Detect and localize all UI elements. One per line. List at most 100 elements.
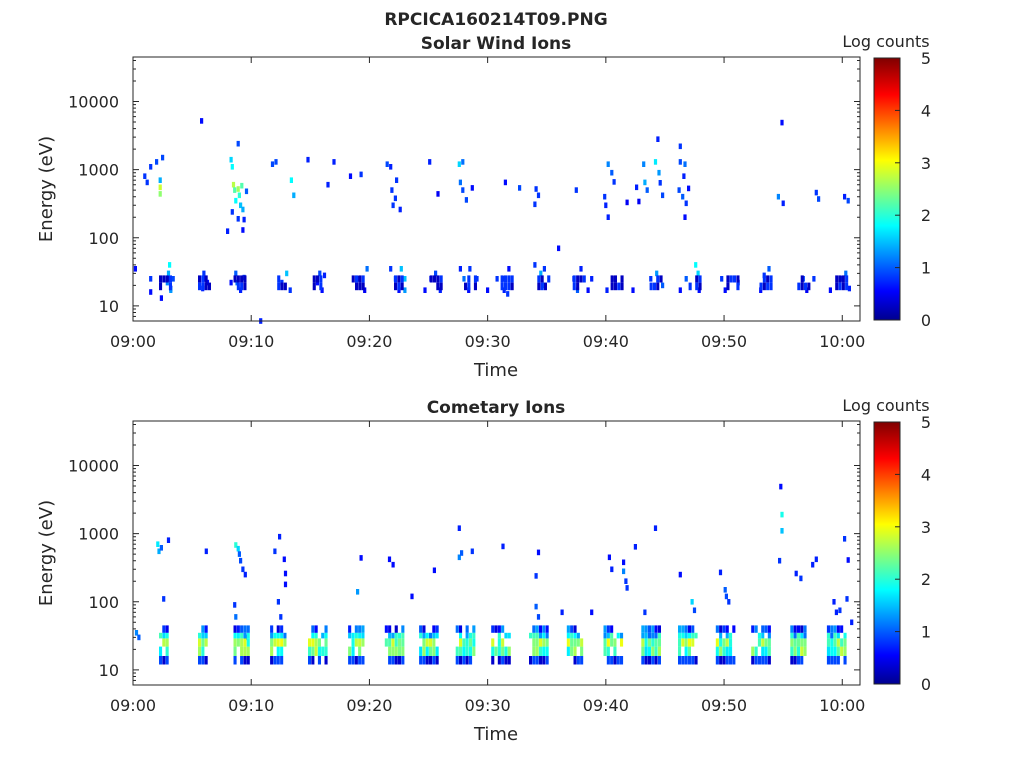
data-pixel — [722, 625, 726, 633]
data-pixel — [236, 216, 240, 222]
data-pixel — [198, 656, 202, 665]
colorbar-tick-label: 2 — [921, 570, 931, 589]
data-pixel — [603, 625, 607, 633]
data-pixel — [780, 528, 784, 534]
data-pixel — [435, 625, 439, 633]
data-pixel — [657, 656, 661, 665]
data-pixel — [459, 638, 463, 647]
data-pixel — [326, 181, 330, 188]
data-pixel — [236, 625, 240, 633]
data-pixel — [397, 282, 401, 291]
data-pixel — [605, 287, 609, 293]
data-pixel — [384, 625, 388, 633]
data-pixel — [796, 625, 800, 633]
data-pixel — [767, 646, 771, 656]
data-pixel — [532, 646, 536, 656]
data-pixel — [422, 625, 426, 633]
data-pixel — [687, 632, 691, 639]
data-pixel — [324, 632, 328, 639]
plot-area-solar-wind — [133, 118, 851, 324]
data-pixel — [720, 276, 724, 282]
data-pixel — [398, 646, 402, 656]
data-pixel — [766, 282, 770, 291]
data-pixel — [654, 632, 658, 639]
data-pixel — [678, 632, 682, 639]
data-pixel — [606, 656, 610, 665]
data-pixel — [518, 185, 522, 191]
data-pixel — [725, 638, 729, 647]
data-pixel — [566, 638, 570, 647]
data-pixel — [240, 282, 244, 291]
data-pixel — [510, 282, 514, 291]
data-pixel — [606, 632, 610, 639]
data-pixel — [433, 275, 437, 283]
data-pixel — [754, 646, 758, 656]
data-pixel — [348, 625, 352, 633]
data-pixel — [354, 632, 358, 639]
data-pixel — [312, 275, 316, 283]
data-pixel — [270, 646, 274, 656]
data-pixel — [391, 632, 395, 639]
data-pixel — [793, 638, 797, 647]
data-pixel — [695, 275, 699, 283]
data-pixel — [535, 625, 539, 633]
data-pixel — [233, 646, 237, 656]
data-pixel — [814, 189, 818, 196]
data-pixel — [576, 632, 580, 639]
data-pixel — [425, 646, 429, 656]
data-pixel — [841, 275, 845, 283]
data-pixel — [157, 548, 161, 555]
data-pixel — [834, 609, 838, 616]
data-pixel — [835, 282, 839, 291]
data-pixel — [137, 634, 141, 641]
data-pixel — [843, 646, 847, 656]
data-pixel — [847, 285, 851, 292]
data-pixel — [497, 632, 501, 639]
data-pixel — [361, 282, 365, 291]
data-pixel — [395, 177, 399, 183]
data-pixel — [432, 567, 436, 574]
data-pixel — [536, 614, 541, 620]
data-pixel — [759, 282, 763, 291]
y-label-solar-wind: Energy (eV) — [36, 136, 57, 242]
data-pixel — [162, 638, 166, 647]
data-pixel — [280, 632, 284, 639]
data-pixel — [681, 656, 685, 665]
data-pixel — [419, 632, 423, 639]
data-pixel — [690, 599, 694, 605]
data-pixel — [500, 275, 504, 283]
data-pixel — [633, 544, 637, 550]
data-pixel — [432, 638, 436, 647]
data-pixel — [401, 632, 405, 639]
data-pixel — [283, 570, 288, 577]
data-pixel — [159, 545, 163, 551]
data-pixel — [149, 164, 153, 170]
data-pixel — [276, 632, 280, 639]
data-pixel — [535, 646, 539, 656]
data-pixel — [610, 632, 614, 639]
data-pixel — [719, 646, 723, 656]
data-pixel — [657, 632, 661, 639]
data-pixel — [613, 275, 617, 283]
data-pixel — [573, 625, 577, 633]
data-pixel — [419, 646, 423, 656]
data-pixel — [542, 656, 546, 665]
data-pixel — [637, 198, 641, 205]
data-pixel — [230, 209, 234, 215]
y-label-cometary: Energy (eV) — [36, 500, 57, 606]
data-pixel — [729, 656, 733, 665]
data-pixel — [534, 573, 538, 579]
data-pixel — [566, 625, 570, 633]
data-pixel — [229, 156, 233, 163]
data-pixel — [198, 632, 202, 639]
data-pixel — [314, 625, 318, 633]
data-pixel — [732, 625, 736, 633]
data-pixel — [620, 275, 624, 283]
data-pixel — [582, 275, 586, 283]
data-pixel — [580, 638, 584, 647]
data-pixel — [459, 625, 463, 633]
data-pixel — [201, 275, 205, 283]
data-pixel — [722, 646, 726, 656]
data-pixel — [682, 173, 686, 179]
